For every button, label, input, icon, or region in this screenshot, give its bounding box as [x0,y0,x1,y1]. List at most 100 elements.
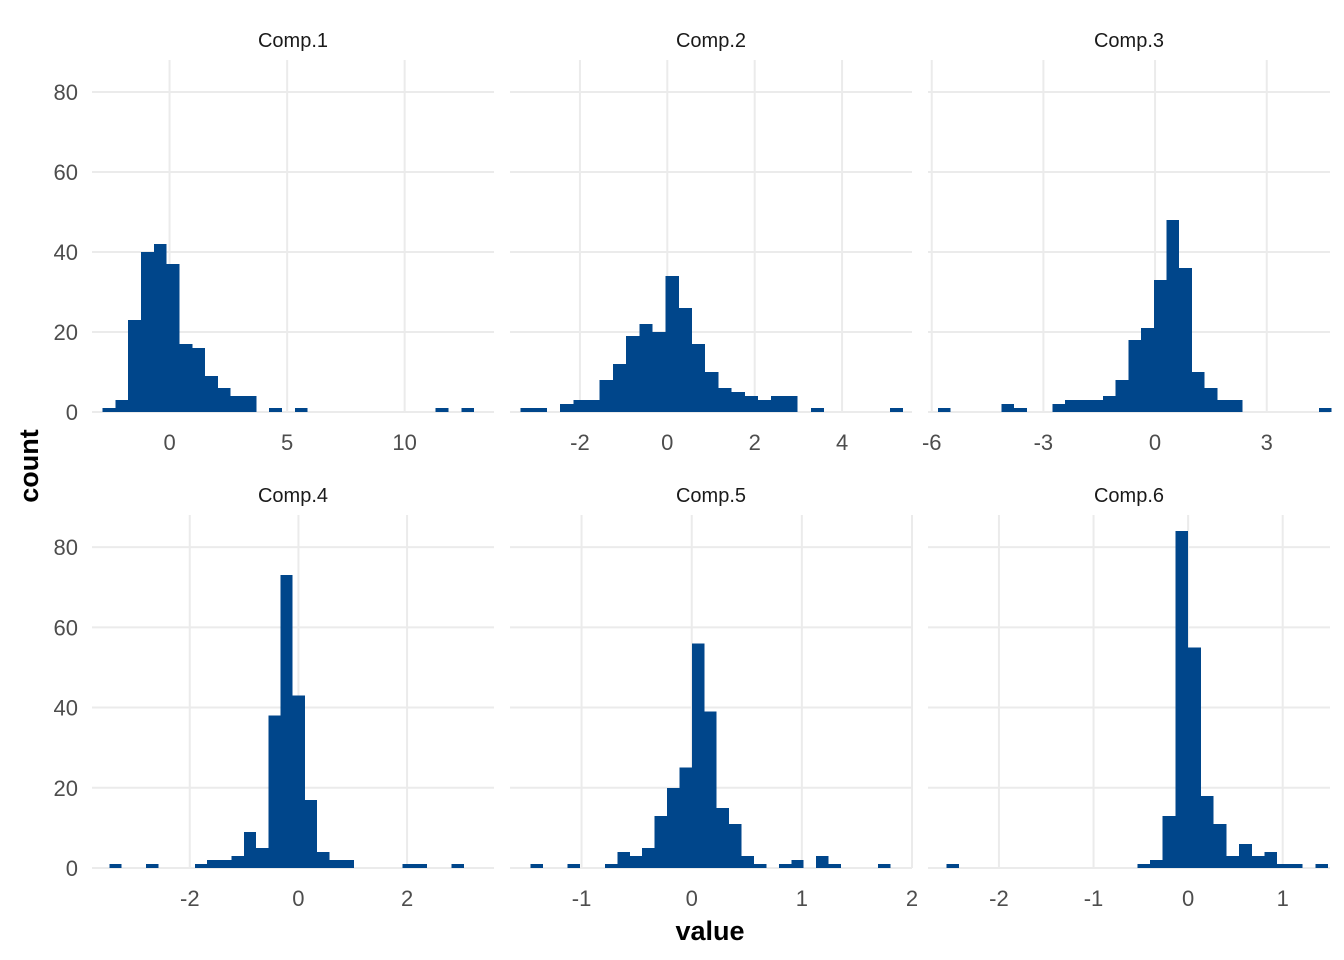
facet-title: Comp.4 [258,485,328,507]
x-tick-label: 10 [392,430,416,455]
histogram-bar [642,847,655,868]
histogram-bar [678,308,693,412]
histogram-bar [878,863,891,868]
histogram-bar [1213,823,1227,868]
facet-title: Comp.3 [1094,30,1164,52]
x-tick-label: -1 [572,886,592,911]
histogram-bar [604,863,618,868]
histogram-bar [435,408,449,412]
histogram-bar [639,324,653,412]
histogram-bar [1128,340,1142,412]
histogram-bar [586,400,600,412]
histogram-bar [317,851,330,868]
y-tick-label: 60 [54,615,78,640]
y-tick-label: 20 [54,776,78,801]
histogram-bar [1229,400,1243,412]
histogram-bar [530,863,543,868]
y-tick-label: 40 [54,240,78,265]
histogram-bar [1264,851,1278,868]
x-tick-label: 0 [292,886,304,911]
histogram-bar [599,380,613,412]
histogram-bar [938,408,951,412]
histogram-bar [461,408,475,412]
y-tick-label: 60 [54,160,78,185]
histogram-bar [741,855,754,868]
histogram-bar [194,863,208,868]
histogram-bar [1064,400,1078,412]
y-tick-label: 40 [54,696,78,721]
x-tick-label: 2 [906,886,918,911]
histogram-bar [231,855,244,868]
histogram-bar [1153,280,1167,412]
x-tick-label: 0 [686,886,698,911]
histogram-bar [1188,647,1201,868]
y-tick-label: 0 [66,856,78,881]
histogram-bar [179,344,193,412]
x-tick-label: 4 [836,430,848,455]
histogram-bar [414,863,428,868]
histogram-bar [1289,863,1303,868]
histogram-bar [1001,404,1015,412]
facet-panel: Comp.2 -2 0 2 4 [510,30,912,455]
histogram-bar [1277,863,1290,868]
x-tick-label: -3 [1034,430,1054,455]
histogram-bar [1217,400,1230,412]
histogram-bar [1315,863,1329,868]
histogram-bar [652,332,666,412]
facet-panel: Comp.4 0 20 40 60 80 -2 0 2 [54,485,494,911]
histogram-bar [1175,531,1189,868]
histogram-bar [778,863,792,868]
x-tick-label: -6 [922,430,942,455]
histogram-bar [654,815,668,868]
histogram-bar [217,388,231,412]
histogram-bar [1179,268,1192,412]
histogram-bar [280,575,293,868]
histogram-bar [329,859,342,868]
histogram-bar [341,859,354,868]
histogram-bar [256,847,269,868]
histogram-bar [753,863,767,868]
histogram-bar [1318,408,1332,412]
histogram-bar [791,859,804,868]
histogram-bar [810,408,824,412]
histogram-bar [1162,815,1176,868]
histogram-bar [1204,388,1218,412]
facet-panel: Comp.1 0 20 40 60 80 0 5 10 [54,30,494,455]
histogram-bar [1137,863,1150,868]
histogram-bar [679,767,692,868]
x-tick-label: -1 [1084,886,1104,911]
histogram-bar [115,400,129,412]
x-tick-label: 1 [1277,886,1289,911]
histogram-bar [1166,220,1180,412]
histogram-bar [146,863,159,868]
histogram-bar [268,715,281,868]
histogram-bar [771,396,785,412]
histogram-bar [533,408,547,412]
histogram-bar [889,408,904,412]
y-tick-label: 80 [54,80,78,105]
histogram-bar [1103,396,1116,412]
x-tick-label: 1 [796,886,808,911]
y-tick-label: 20 [54,320,78,345]
facet-title: Comp.2 [676,30,746,52]
histogram-bar [560,404,574,412]
y-tick-label: 80 [54,535,78,560]
histogram-bar [1149,859,1163,868]
facet-panel: Comp.6 -2 -1 0 1 [928,485,1330,911]
histogram-bar [665,276,679,412]
histogram-bar [692,344,706,412]
histogram-bar [292,695,305,868]
x-tick-label: 2 [749,430,761,455]
histogram-bar [718,388,732,412]
facet-title: Comp.5 [676,485,746,507]
histogram-bar [207,859,220,868]
histogram-bar [617,851,630,868]
histogram-bar [102,408,116,412]
histogram-bar [716,807,730,868]
histogram-bar [1200,795,1214,868]
histogram-bar [304,799,318,868]
histogram-bar [729,823,742,868]
histogram-bar [629,855,643,868]
histogram-bar [1014,408,1027,412]
